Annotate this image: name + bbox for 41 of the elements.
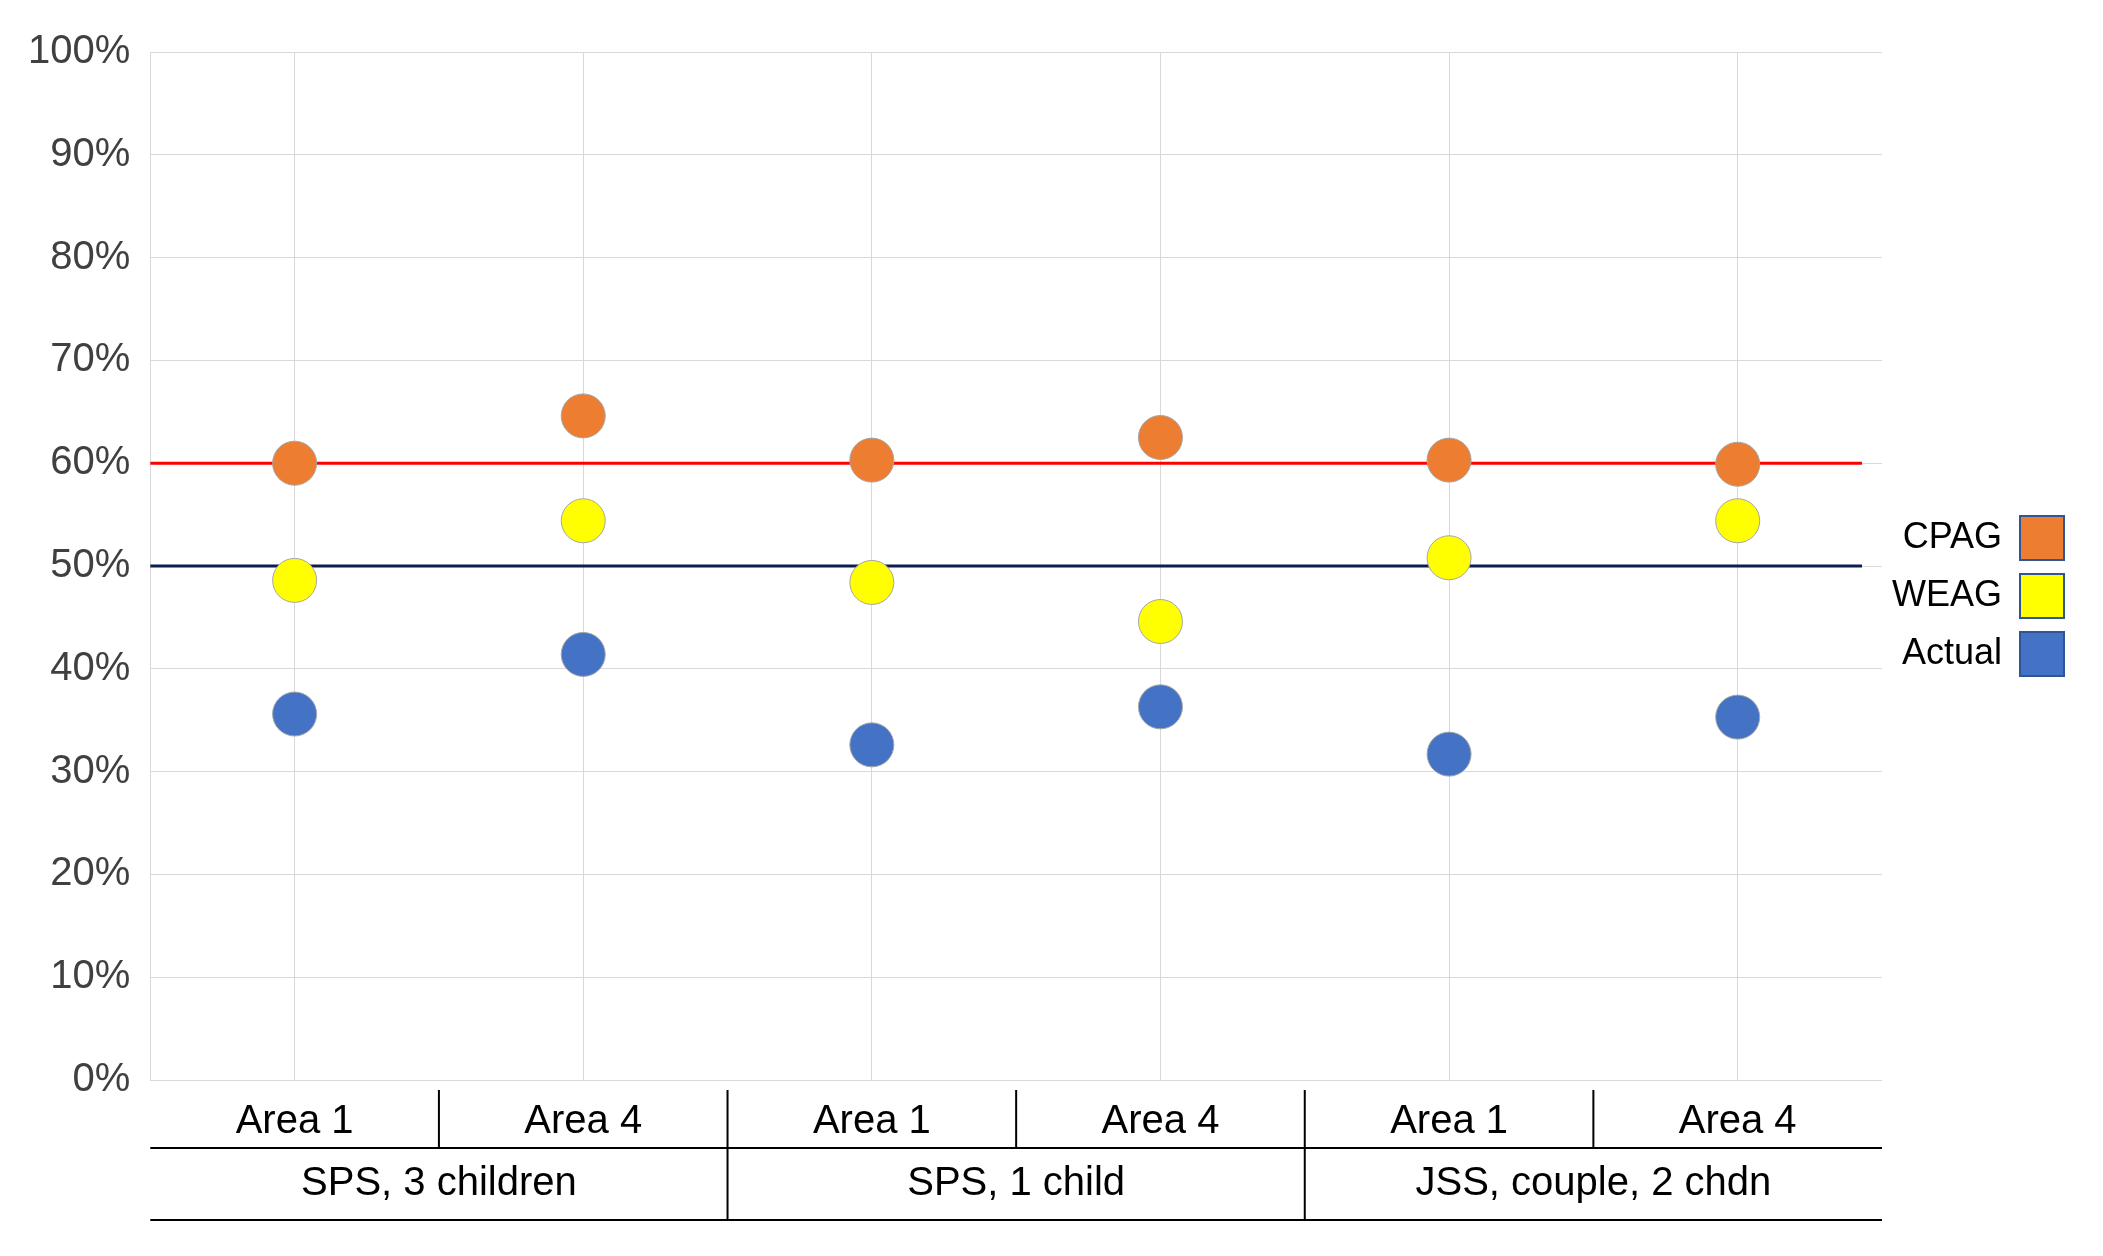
point — [272, 440, 318, 486]
point — [272, 557, 318, 603]
x-tick-label: Area 1 — [812, 1097, 931, 1142]
text: SPS, 3 children — [301, 1159, 577, 1204]
point — [1715, 441, 1761, 487]
point — [1137, 415, 1183, 460]
y-tick-label: 80% — [50, 232, 131, 277]
point — [560, 631, 606, 677]
y-tick-label: 0% — [72, 1055, 131, 1100]
legend-label: CPAG — [1902, 514, 2002, 556]
x-tick-label: Area 4 — [1678, 1097, 1797, 1142]
y-tick-label: 60% — [50, 438, 131, 483]
text: JSS, couple, 2 chdn — [1415, 1159, 1772, 1204]
y-tick-label: 40% — [50, 643, 131, 688]
y-tick-label: 50% — [50, 541, 131, 586]
x-tick-label: Area 4 — [524, 1097, 643, 1142]
point — [272, 691, 318, 737]
point — [1426, 731, 1472, 777]
point — [1426, 535, 1472, 581]
point — [849, 722, 895, 768]
y-tick-label: 100% — [27, 27, 131, 72]
y-tick-label: 70% — [50, 335, 131, 380]
point — [849, 559, 895, 605]
x-tick-label: Area 4 — [1101, 1097, 1220, 1142]
y-tick-label: 10% — [50, 952, 131, 997]
y-tick-label: 20% — [50, 849, 131, 894]
x-tick-label: Area 1 — [1390, 1097, 1508, 1142]
y-tick-label: 90% — [50, 129, 131, 174]
y-tick-label: 30% — [50, 746, 131, 791]
point — [1715, 694, 1761, 740]
point — [1137, 684, 1183, 730]
point — [1426, 437, 1472, 483]
point — [560, 393, 606, 439]
text: SPS, 1 child — [907, 1159, 1126, 1204]
legend-label: Actual — [1901, 630, 2002, 672]
legend-label: WEAG — [1891, 572, 2002, 614]
point — [1137, 599, 1183, 645]
x-tick-label: Area 1 — [235, 1097, 354, 1142]
point — [849, 437, 895, 483]
point — [560, 498, 606, 544]
point — [1715, 498, 1761, 544]
